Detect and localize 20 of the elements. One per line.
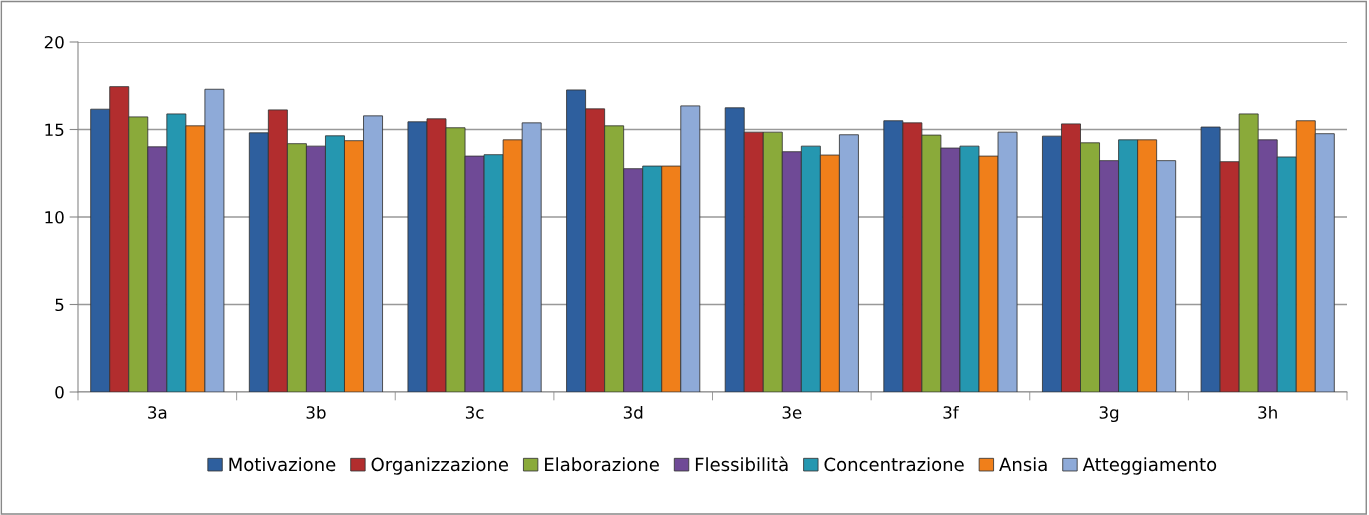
legend-label: Atteggiamento — [1082, 457, 1217, 475]
x-tick-label: 3b — [306, 405, 326, 419]
legend-label: Ansia — [999, 457, 1047, 472]
x-tick-label: 3a — [148, 406, 167, 419]
y-tick-label: 15 — [45, 123, 64, 137]
x-tick-label: 3f — [943, 405, 959, 419]
y-tick-label: 0 — [55, 385, 64, 399]
x-tick-label: 3e — [782, 406, 802, 419]
y-tick-label: 10 — [45, 210, 64, 224]
y-tick-label: 5 — [55, 298, 64, 312]
legend-label: Flessibilità — [695, 456, 788, 472]
x-tick-label: 3c — [465, 406, 484, 419]
legend-label: Concentrazione — [824, 457, 964, 472]
x-tick-label: 3h — [1258, 405, 1277, 419]
legend-label: Organizzazione — [371, 457, 509, 475]
y-tick-label: 20 — [44, 35, 64, 49]
x-tick-label: 3g — [1099, 406, 1119, 423]
x-tick-label: 3d — [623, 405, 643, 419]
legend-label: Elaborazione — [545, 457, 659, 472]
legend-label: Motivazione — [229, 457, 336, 472]
